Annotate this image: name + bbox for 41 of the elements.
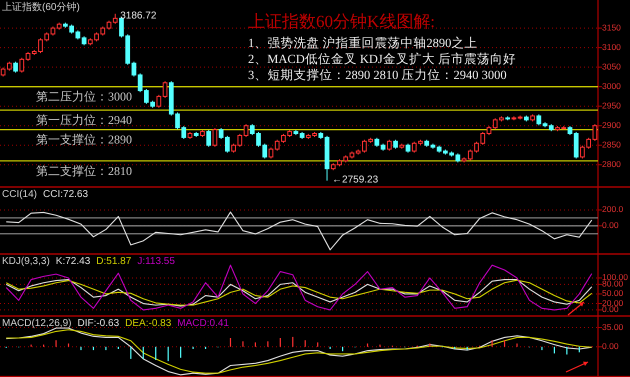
chart-title: 上证指数(60分钟)	[2, 1, 80, 13]
candlestick	[386, 139, 392, 152]
candlestick	[212, 128, 218, 148]
ref-line-label: 第一支撑位：2890	[36, 132, 132, 147]
y-tick-label: 2800	[602, 158, 622, 169]
candlestick	[206, 130, 212, 148]
annotation: ←2759.23	[332, 174, 379, 186]
chart-title: KDJ(9,3,3)	[2, 256, 50, 267]
y-tick-label: 2850	[602, 139, 622, 150]
chart-title: MACD(12,26,9)	[2, 318, 72, 329]
y-tick-label: 2900	[602, 120, 622, 130]
y-tick-label: 2950	[602, 100, 622, 110]
line-series	[6, 211, 592, 250]
y-tick-label: 200.0	[602, 204, 624, 214]
ref-line-label: 第二压力位：3000	[36, 90, 132, 104]
y-tick-label: 3050	[602, 61, 622, 72]
y-tick-label: 20.00	[602, 298, 624, 308]
ref-line-label: 第二支撑位：2810	[36, 164, 132, 178]
y-tick-label: 35.00	[602, 322, 624, 332]
text: 上证指数60分钟K线图解:	[248, 12, 435, 31]
y-tick-label: 0.00	[602, 220, 619, 230]
y-tick-label: 3000	[602, 80, 622, 91]
series-label: K:72.43	[56, 256, 91, 267]
y-tick-label: 0.00	[602, 341, 619, 352]
text: D:51.87	[96, 256, 132, 267]
series-label: CCI:72.63	[43, 189, 88, 200]
annotation: 1、强势洗盘 沪指重回震荡中轴2890之上	[248, 35, 478, 50]
y-tick-label: 50.00	[602, 288, 624, 298]
candlestick	[13, 61, 18, 74]
annotation: 2、MACD低位金叉 KDJ金叉扩大 后市震荡向好	[248, 52, 516, 66]
y-tick-label: 3100	[602, 42, 622, 52]
ref-line-label: 第一压力位：2940	[36, 113, 132, 128]
chart-title: CCI(14)	[2, 189, 38, 200]
series-label: J:113.55	[137, 256, 176, 267]
annotation: 3、短期支撑位：2890 2810 压力位：2940 3000	[248, 68, 507, 82]
series-label: MACD:0.41	[177, 318, 230, 329]
series-label: DIF:-0.63	[77, 318, 120, 329]
series-label: DEA:-0.83	[125, 318, 172, 329]
line-series	[6, 264, 592, 310]
y-tick-label: 3150	[602, 22, 622, 32]
annotation: 3186.72	[120, 10, 157, 22]
